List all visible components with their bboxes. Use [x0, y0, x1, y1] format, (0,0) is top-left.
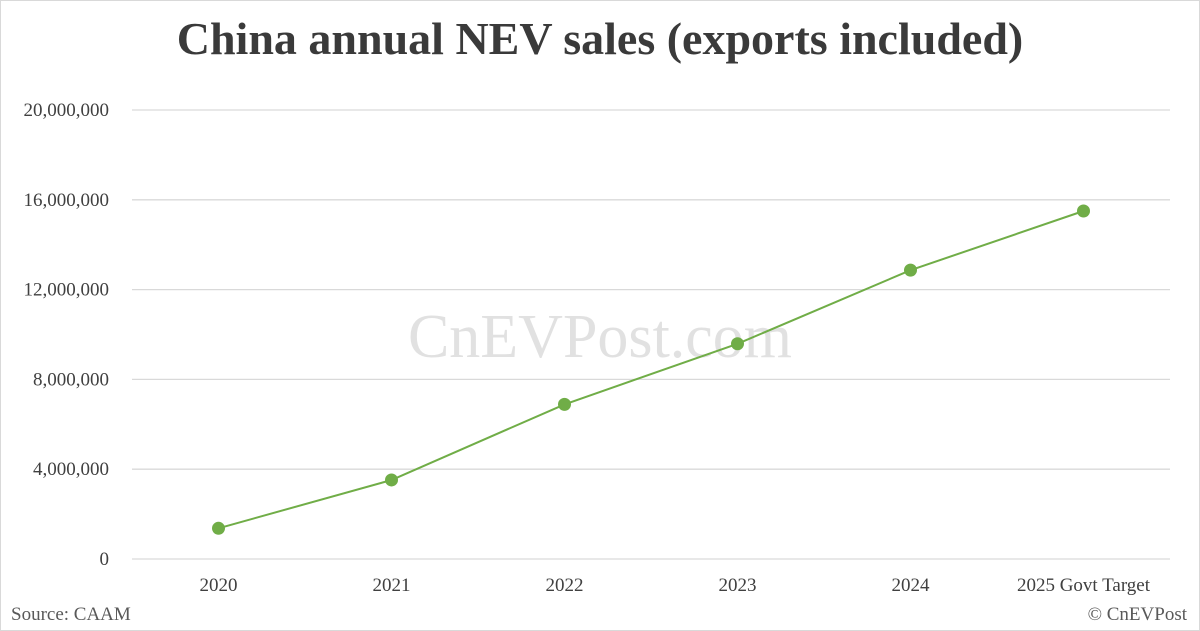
series-line	[218, 210, 1084, 530]
x-tick-label: 2020	[200, 575, 238, 596]
x-tick-label: 2023	[719, 575, 757, 596]
x-tick-label: 2021	[373, 575, 411, 596]
y-tick-label: 0	[100, 549, 110, 570]
data-point-marker	[558, 397, 571, 411]
x-tick-label: 2022	[546, 575, 584, 596]
series-markers	[212, 204, 1090, 535]
y-tick-label: 16,000,000	[24, 190, 110, 211]
y-tick-label: 4,000,000	[33, 459, 109, 480]
data-point-marker	[1077, 204, 1090, 218]
y-tick-label: 8,000,000	[33, 369, 109, 390]
credit-note: © CnEVPost	[1087, 604, 1187, 625]
chart-title: China annual NEV sales (exports included…	[176, 13, 1024, 64]
y-tick-label: 20,000,000	[24, 100, 110, 121]
data-point-marker	[212, 521, 225, 535]
watermark: CnEVPost.com	[408, 303, 792, 371]
x-axis-ticks: 2020 2021 2022 2023 2024 2025 Govt Target	[200, 575, 1151, 596]
data-point-marker	[731, 337, 744, 351]
gridlines	[132, 109, 1170, 560]
y-axis-ticks: 0 4,000,000 8,000,000 12,000,000 16,000,000 2…	[24, 100, 110, 570]
source-note: Source: CAAM	[11, 604, 131, 625]
y-tick-label: 12,000,000	[24, 280, 110, 301]
x-tick-label: 2024	[892, 575, 931, 596]
data-point-marker	[904, 263, 917, 277]
x-tick-label: 2025 Govt Target	[1017, 575, 1151, 596]
data-point-marker	[385, 473, 398, 487]
